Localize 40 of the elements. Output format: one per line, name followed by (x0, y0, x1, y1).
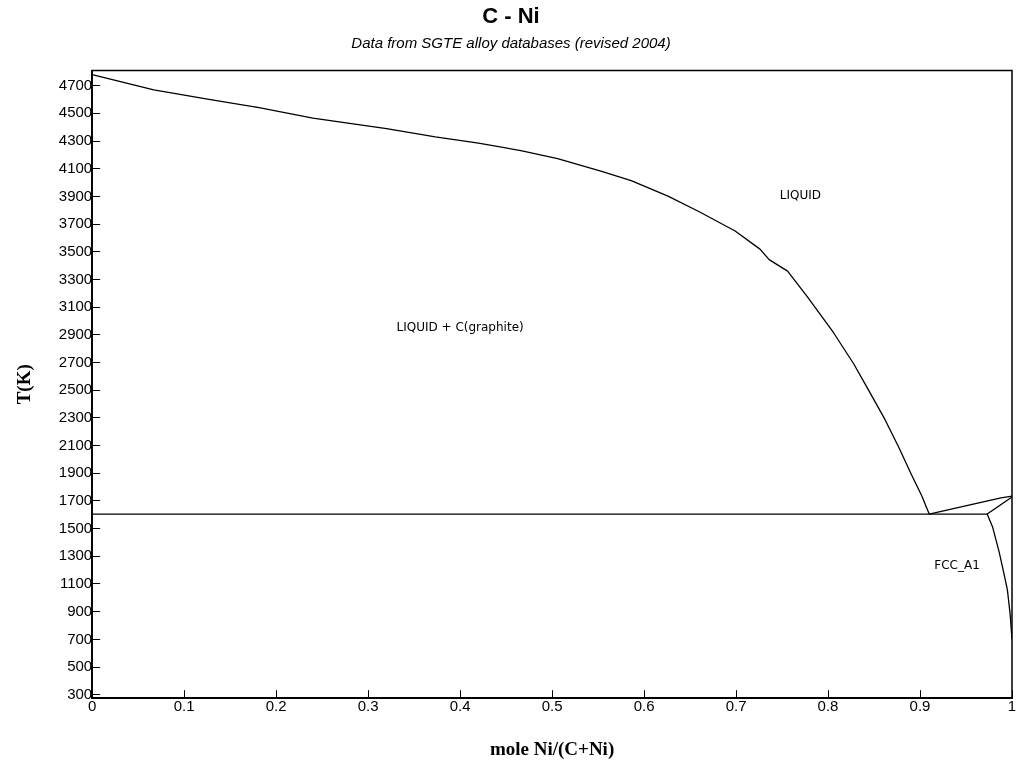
y-tick-label: 3100 (58, 297, 93, 315)
y-tick-label: 1300 (58, 546, 93, 564)
y-tick-label: 1900 (58, 463, 93, 481)
y-tick-label: 2700 (58, 352, 93, 370)
y-tick-label: 500 (67, 657, 93, 675)
y-tick-label: 700 (67, 629, 93, 647)
y-tick-label: 2900 (58, 324, 93, 342)
y-tick-label: 2300 (58, 408, 93, 426)
x-tick-label: 1 (1007, 697, 1017, 715)
x-tick-label: 0.8 (817, 697, 839, 715)
y-tick-label: 300 (67, 684, 93, 702)
x-tick-label: 0.7 (725, 697, 747, 715)
y-tick-label: 1700 (58, 491, 93, 509)
x-tick-label: 0.4 (449, 697, 471, 715)
x-tick-label: 0.9 (909, 697, 931, 715)
annotation: LIQUID (779, 188, 822, 203)
y-tick-label: 900 (67, 601, 93, 619)
annotation: LIQUID + C(graphite) (396, 319, 524, 334)
chart-subtitle: Data from SGTE alloy databases (revised 2004) (351, 33, 671, 51)
x-tick-label: 0.3 (357, 697, 379, 715)
y-tick-label: 4300 (58, 131, 93, 149)
y-tick-label: 1500 (58, 518, 93, 536)
y-tick-label: 4700 (58, 75, 93, 93)
y-tick-label: 3300 (58, 269, 93, 287)
y-tick-label: 1100 (59, 574, 93, 592)
y-tick-label: 3500 (58, 241, 93, 259)
y-tick-label: 3900 (58, 186, 93, 204)
chart-title: C - Ni (482, 3, 540, 29)
x-tick-label: 0.1 (173, 697, 195, 715)
y-tick-label: 4500 (58, 103, 93, 121)
y-tick-label: 4100 (58, 158, 93, 176)
y-tick-label: 2500 (58, 380, 93, 398)
x-axis-title: mole Ni/(C+Ni) (489, 737, 615, 760)
y-axis-title: T(K) (13, 364, 36, 405)
x-tick-label: 0.2 (265, 697, 287, 715)
x-tick-label: 0.6 (633, 697, 655, 715)
y-tick-label: 2100 (58, 435, 93, 453)
annotation: FCC_A1 (934, 558, 980, 573)
y-tick-label: 3700 (58, 214, 93, 232)
x-tick-label: 0.5 (541, 697, 563, 715)
